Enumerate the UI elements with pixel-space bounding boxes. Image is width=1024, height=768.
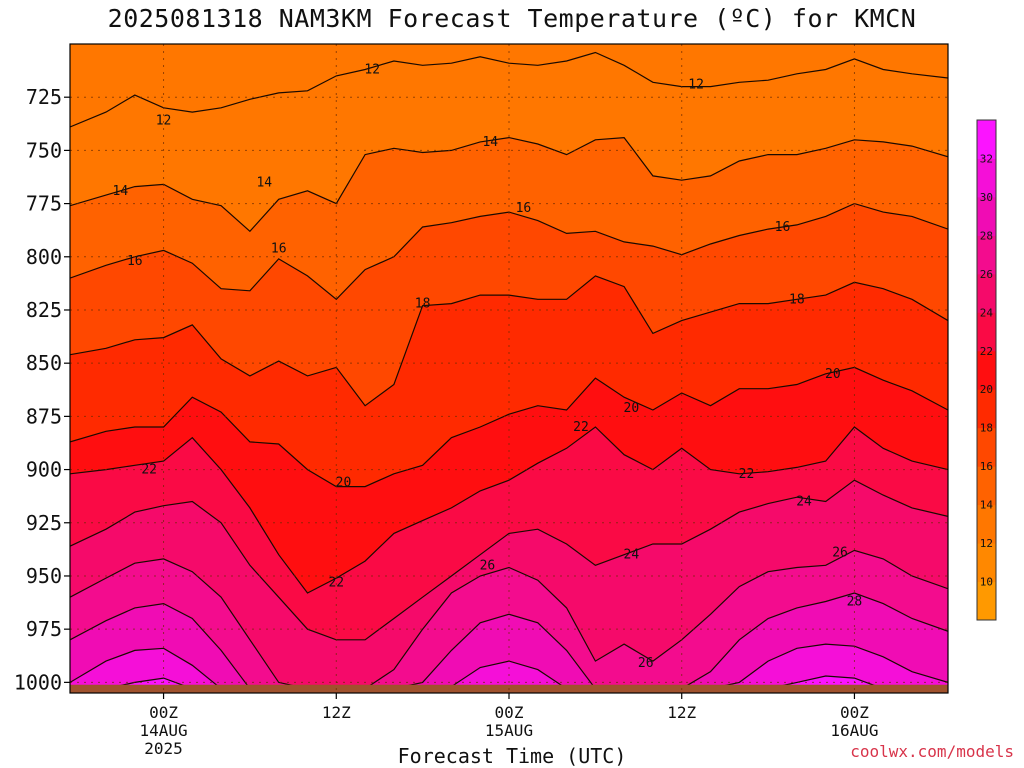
contour-label: 12 bbox=[156, 114, 172, 129]
y-tick-label: 900 bbox=[26, 458, 62, 482]
y-tick-label: 825 bbox=[26, 298, 62, 322]
contour-line-20 bbox=[70, 366, 948, 488]
colorbar-swatch bbox=[977, 581, 996, 621]
colorbar-label: 10 bbox=[980, 576, 993, 589]
contour-label: 14 bbox=[113, 184, 129, 199]
y-tick-label: 750 bbox=[26, 138, 62, 162]
contour-label: 22 bbox=[739, 467, 755, 482]
colorbar-swatch bbox=[977, 389, 996, 429]
contour-line-14 bbox=[70, 136, 948, 233]
x-tick-label: 00Z bbox=[495, 703, 524, 722]
colorbar-swatch bbox=[977, 543, 996, 583]
contour-label: 26 bbox=[638, 656, 654, 671]
colorbar-label: 24 bbox=[980, 306, 994, 319]
x-tick-label: 12Z bbox=[667, 703, 696, 722]
contour-label: 26 bbox=[480, 558, 496, 573]
source-credit: coolwx.com/models bbox=[850, 742, 1014, 761]
y-tick-label: 800 bbox=[26, 245, 62, 269]
y-tick-label: 775 bbox=[26, 192, 62, 216]
y-tick-label: 875 bbox=[26, 404, 62, 428]
colorbar-swatch bbox=[977, 196, 996, 236]
contour-label: 16 bbox=[271, 241, 287, 256]
contour-label: 22 bbox=[328, 575, 344, 590]
colorbar-label: 30 bbox=[980, 191, 993, 204]
contour-label: 20 bbox=[336, 475, 352, 490]
x-tick-label: 00Z bbox=[840, 703, 869, 722]
colorbar-swatch bbox=[977, 504, 996, 544]
colorbar-frame bbox=[976, 119, 997, 621]
x-tick-date-label: 15AUG bbox=[485, 721, 533, 740]
x-tick-label: 00Z bbox=[149, 703, 178, 722]
contour-line-22 bbox=[70, 426, 948, 594]
contour-line-24 bbox=[70, 479, 948, 641]
y-tick-label: 1000 bbox=[14, 670, 62, 694]
contour-label: 26 bbox=[832, 546, 848, 561]
colorbar-swatch bbox=[977, 312, 996, 352]
contour-line-18 bbox=[70, 275, 948, 407]
colorbar-swatch bbox=[977, 158, 996, 198]
contour-label: 22 bbox=[141, 463, 157, 478]
contour-label: 24 bbox=[796, 494, 812, 509]
colorbar-swatch bbox=[977, 120, 996, 159]
colorbar-swatch bbox=[977, 427, 996, 467]
contour-label: 16 bbox=[516, 201, 532, 216]
contour-label: 20 bbox=[624, 401, 640, 416]
colorbar-label: 16 bbox=[980, 460, 993, 473]
colorbar-label: 22 bbox=[980, 345, 993, 358]
contour-label: 22 bbox=[573, 420, 589, 435]
contour-line-12 bbox=[70, 51, 948, 128]
colorbar-label: 18 bbox=[980, 422, 993, 435]
band-fill-28 bbox=[70, 593, 948, 693]
colorbar-swatch bbox=[977, 235, 996, 275]
contour-label: 28 bbox=[847, 595, 863, 610]
colorbar-label: 28 bbox=[980, 229, 993, 242]
contour-label: 24 bbox=[624, 548, 640, 563]
contour-line-28 bbox=[70, 592, 948, 690]
y-tick-label: 850 bbox=[26, 351, 62, 375]
colorbar-swatch bbox=[977, 350, 996, 390]
contour-label: 18 bbox=[789, 292, 805, 307]
contour-label: 12 bbox=[364, 63, 380, 78]
colorbar-label: 20 bbox=[980, 383, 993, 396]
contour-label: 14 bbox=[256, 175, 272, 190]
x-tick-year-label: 2025 bbox=[144, 739, 183, 758]
contour-line-26 bbox=[70, 549, 948, 690]
contour-label: 14 bbox=[482, 135, 498, 150]
x-tick-label: 12Z bbox=[322, 703, 351, 722]
y-tick-label: 725 bbox=[26, 85, 62, 109]
colorbar-label: 14 bbox=[980, 499, 994, 512]
chart-title: 2025081318 NAM3KM Forecast Temperature (… bbox=[107, 4, 917, 33]
y-tick-label: 925 bbox=[26, 511, 62, 535]
colorbar-label: 26 bbox=[980, 268, 993, 281]
x-tick-date-label: 14AUG bbox=[139, 721, 187, 740]
contour-label: 20 bbox=[825, 367, 841, 382]
colorbar-swatch bbox=[977, 273, 996, 313]
contour-label: 12 bbox=[688, 77, 704, 92]
colorbar-swatch bbox=[977, 466, 996, 506]
contour-label: 16 bbox=[127, 254, 143, 269]
contour-label: 18 bbox=[415, 297, 431, 312]
colorbar-label: 32 bbox=[980, 152, 993, 165]
y-tick-label: 975 bbox=[26, 617, 62, 641]
y-tick-label: 950 bbox=[26, 564, 62, 588]
colorbar-label: 12 bbox=[980, 537, 993, 550]
contour-label: 16 bbox=[775, 220, 791, 235]
x-tick-date-label: 16AUG bbox=[830, 721, 878, 740]
x-axis-title: Forecast Time (UTC) bbox=[397, 744, 627, 768]
